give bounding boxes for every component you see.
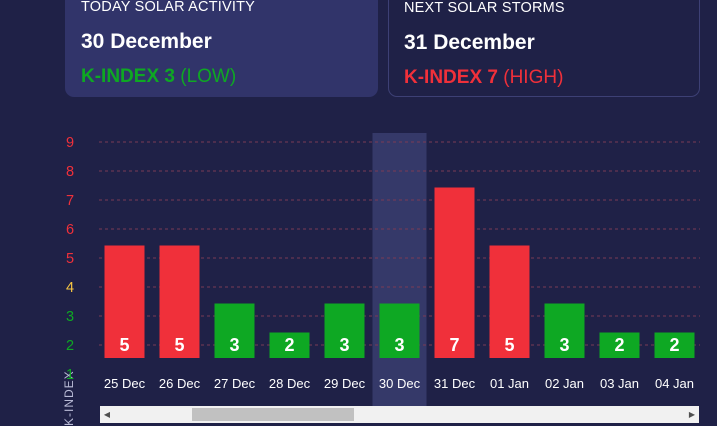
scroll-right-arrow-icon[interactable]: ▶ bbox=[688, 410, 696, 419]
next-solar-storms-card: NEXT SOLAR STORMS 31 December K-INDEX 7 … bbox=[388, 0, 700, 97]
highlighted-day-column bbox=[372, 133, 427, 406]
chart-horizontal-scrollbar[interactable]: ◀ ▶ bbox=[100, 406, 699, 423]
y-tick-label: 8 bbox=[66, 164, 74, 180]
bar bbox=[269, 332, 310, 358]
x-category-label: 04 Jan bbox=[655, 376, 694, 391]
today-card-kindex: K-INDEX 3 (LOW) bbox=[81, 66, 362, 88]
y-tick-label: 5 bbox=[66, 251, 74, 267]
x-category-label: 25 Dec bbox=[104, 376, 146, 391]
today-card-date: 30 December bbox=[81, 30, 212, 53]
bar-value-label: 2 bbox=[284, 335, 294, 355]
bar bbox=[104, 245, 145, 358]
bar bbox=[489, 245, 530, 358]
y-tick-label: 4 bbox=[66, 280, 74, 296]
bar bbox=[544, 303, 585, 358]
x-category-label: 26 Dec bbox=[159, 376, 201, 391]
y-tick-label: 1 bbox=[66, 367, 74, 383]
x-category-label: 28 Dec bbox=[269, 376, 311, 391]
next-kindex-level: (HIGH) bbox=[503, 67, 564, 88]
bar bbox=[434, 187, 475, 358]
today-card-label: TODAY SOLAR ACTIVITY bbox=[81, 0, 256, 15]
bar-value-label: 2 bbox=[614, 335, 624, 355]
next-card-date: 31 December bbox=[404, 31, 535, 54]
bar-value-label: 3 bbox=[559, 335, 569, 355]
y-tick-label: 6 bbox=[66, 222, 74, 238]
y-tick-label: 7 bbox=[66, 193, 74, 209]
today-kindex-level: (LOW) bbox=[180, 66, 237, 87]
bar-value-label: 2 bbox=[669, 335, 679, 355]
next-kindex-value: K-INDEX 7 bbox=[404, 67, 498, 88]
bar-value-label: 3 bbox=[339, 335, 349, 355]
x-category-label: 02 Jan bbox=[545, 376, 584, 391]
bar-value-label: 5 bbox=[174, 335, 184, 355]
today-solar-activity-card: TODAY SOLAR ACTIVITY 30 December K-INDEX… bbox=[65, 0, 378, 97]
y-tick-label: 2 bbox=[66, 338, 74, 354]
bar-value-label: 3 bbox=[394, 335, 404, 355]
x-category-label: 01 Jan bbox=[490, 376, 529, 391]
bar-value-label: 3 bbox=[229, 335, 239, 355]
bar bbox=[379, 303, 420, 358]
bar-value-label: 7 bbox=[449, 335, 459, 355]
y-tick-label: 9 bbox=[66, 135, 74, 151]
bar bbox=[214, 303, 255, 358]
bar bbox=[654, 332, 695, 358]
bar bbox=[599, 332, 640, 358]
next-card-label: NEXT SOLAR STORMS bbox=[404, 0, 565, 16]
bar bbox=[324, 303, 365, 358]
x-category-label: 27 Dec bbox=[214, 376, 256, 391]
y-tick-label: 3 bbox=[66, 309, 74, 325]
bar bbox=[159, 245, 200, 358]
today-kindex-value: K-INDEX 3 bbox=[81, 66, 175, 87]
bar-value-label: 5 bbox=[504, 335, 514, 355]
scroll-left-arrow-icon[interactable]: ◀ bbox=[103, 410, 111, 419]
x-category-label: 31 Dec bbox=[434, 376, 476, 391]
next-card-kindex: K-INDEX 7 (HIGH) bbox=[404, 67, 683, 89]
scrollbar-thumb[interactable] bbox=[192, 408, 354, 421]
x-category-label: 03 Jan bbox=[600, 376, 639, 391]
x-category-label: 30 Dec bbox=[379, 376, 421, 391]
y-axis-title: K-INDEX bbox=[62, 370, 76, 426]
bar-value-label: 5 bbox=[119, 335, 129, 355]
x-category-label: 29 Dec bbox=[324, 376, 366, 391]
